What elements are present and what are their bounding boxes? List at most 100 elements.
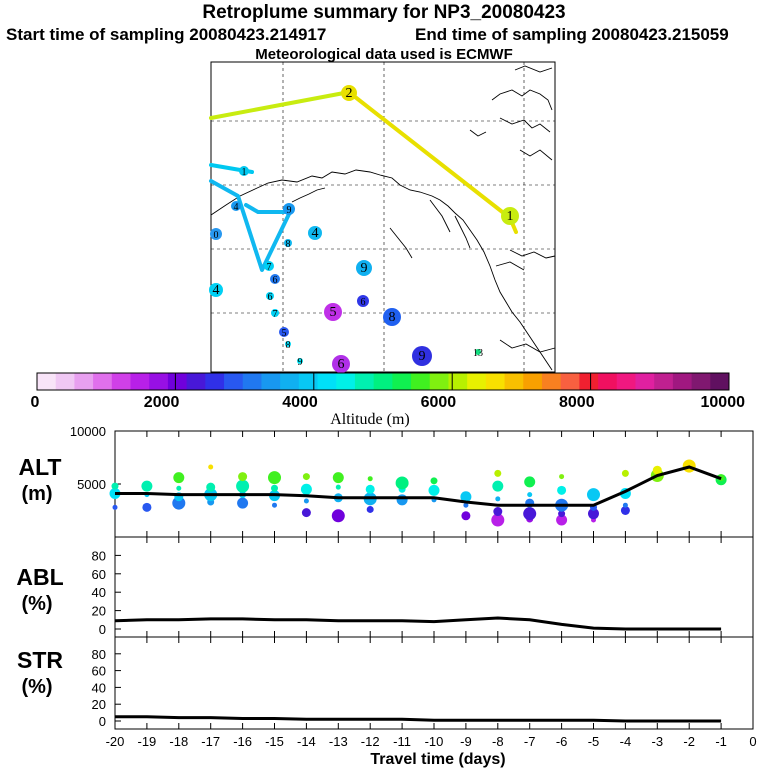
alt-cluster-point	[271, 484, 278, 492]
colorbar-swatch	[261, 373, 281, 390]
alt-y-tick-label: 10000	[70, 424, 106, 439]
map-point: 9	[297, 357, 303, 368]
altitude-colorbar: 0 2000 4000 6000 8000 10000	[31, 372, 745, 411]
map-point: 9	[356, 260, 372, 276]
map-point-label: 6	[273, 275, 278, 286]
alt-cluster-point	[557, 485, 567, 495]
colorbar-swatch	[579, 373, 599, 390]
map-point-label: 8	[389, 310, 396, 325]
map-point: 6	[332, 355, 350, 373]
colorbar-swatch	[616, 373, 636, 390]
x-tick-label: -18	[169, 734, 188, 749]
map-point-marker	[357, 295, 369, 307]
figure-title: Retroplume summary for NP3_20080423	[202, 2, 566, 23]
alt-panel: 10000 5000	[70, 424, 727, 527]
map-point-marker	[356, 260, 372, 276]
alt-median-line	[115, 465, 722, 507]
alt-cluster-point	[268, 471, 281, 485]
met-data-label: Meteorological data used is ECMWF	[255, 46, 513, 63]
map-point: 2	[341, 85, 357, 101]
map-point-label: 7	[273, 309, 278, 320]
map-point-label: 9	[361, 261, 368, 276]
y-tick-label: 60	[92, 567, 106, 582]
alt-cluster-point	[588, 508, 599, 520]
x-tick-label: -1	[715, 734, 727, 749]
alt-cluster-point	[460, 491, 472, 503]
x-tick-label: -14	[297, 734, 316, 749]
y-tick-label: 0	[99, 714, 106, 729]
alt-cluster-point	[335, 484, 341, 490]
x-tick-label: -19	[138, 734, 157, 749]
alt-cluster-point	[493, 507, 503, 517]
colorbar-swatch	[448, 373, 468, 390]
colorbar-swatch	[411, 373, 431, 390]
alt-cluster-point	[587, 488, 600, 502]
colorbar-tick-label: 4000	[282, 394, 318, 411]
alt-cluster-point	[365, 484, 375, 494]
alt-cluster-point	[524, 476, 536, 488]
map-point: 5	[324, 303, 342, 321]
map-point-label: 9	[419, 349, 426, 364]
alt-cluster-point	[367, 476, 373, 482]
alt-cluster-point	[558, 510, 566, 518]
colorbar-swatch	[354, 373, 375, 390]
colorbar-tick-label: 2000	[144, 394, 180, 411]
alt-cluster-point	[300, 483, 312, 495]
map-point-marker	[324, 303, 342, 321]
alt-cluster-point	[463, 502, 469, 508]
map-point: 6	[357, 295, 369, 308]
alt-cluster-point	[141, 480, 153, 492]
coastlines	[210, 65, 556, 371]
colorbar-swatch	[541, 373, 562, 390]
alt-cluster-point	[492, 480, 504, 492]
map-frame	[210, 61, 556, 373]
colorbar-swatch	[485, 373, 506, 390]
map-point-marker	[264, 261, 274, 271]
alt-cluster-point	[652, 465, 662, 475]
abl-panel: 80 60 40 20 0	[92, 548, 722, 637]
alt-cluster-point	[621, 469, 629, 477]
alt-cluster-point	[301, 508, 311, 518]
x-tick-label: -4	[620, 734, 632, 749]
map-point-marker	[284, 239, 292, 247]
y-tick-label: 0	[99, 622, 106, 637]
map-point: 8	[383, 308, 401, 326]
map-point-marker	[209, 283, 223, 297]
alt-label: ALT	[18, 454, 61, 480]
colorbar-tick-label: 0	[31, 394, 40, 411]
colorbar-frame	[36, 372, 730, 391]
colorbar-swatch	[37, 373, 57, 390]
colorbar-swatch	[280, 373, 300, 390]
colorbar-swatch	[55, 373, 75, 390]
map-point-marker	[332, 355, 350, 373]
x-tick-label: 0	[749, 734, 756, 749]
alt-cluster-point	[556, 514, 568, 526]
map-point-label: 8	[286, 239, 291, 250]
map-point: 4	[308, 226, 322, 241]
colorbar-swatch	[205, 373, 225, 390]
alt-cluster-point	[430, 477, 438, 485]
map-point: 1	[239, 166, 249, 178]
colorbar-swatch	[429, 373, 449, 390]
colorbar-swatch	[560, 373, 580, 390]
colorbar-swatch	[298, 373, 319, 390]
colorbar-swatch	[598, 373, 618, 390]
colorbar-swatch	[317, 373, 337, 390]
map-point: 0	[210, 228, 222, 241]
x-tick-label: -5	[588, 734, 600, 749]
map-point-marker	[308, 226, 322, 240]
y-tick-label: 80	[92, 647, 106, 662]
alt-cluster-point	[208, 464, 214, 470]
alt-cluster-point	[173, 472, 185, 484]
x-tick-label: -7	[524, 734, 536, 749]
map-point: 8	[284, 239, 292, 250]
x-tick-label: -20	[106, 734, 125, 749]
alt-cluster-point	[461, 511, 471, 521]
colorbar-swatch	[373, 373, 393, 390]
alt-cluster-point	[176, 485, 182, 491]
map-point-label: 5	[282, 328, 287, 339]
map-point: 6	[270, 274, 280, 286]
